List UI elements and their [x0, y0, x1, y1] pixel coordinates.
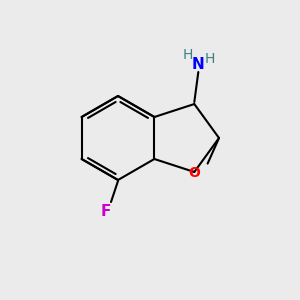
Text: H: H — [182, 48, 193, 62]
Text: H: H — [204, 52, 214, 66]
Text: F: F — [101, 205, 111, 220]
Text: O: O — [188, 166, 200, 180]
Text: N: N — [192, 56, 205, 71]
